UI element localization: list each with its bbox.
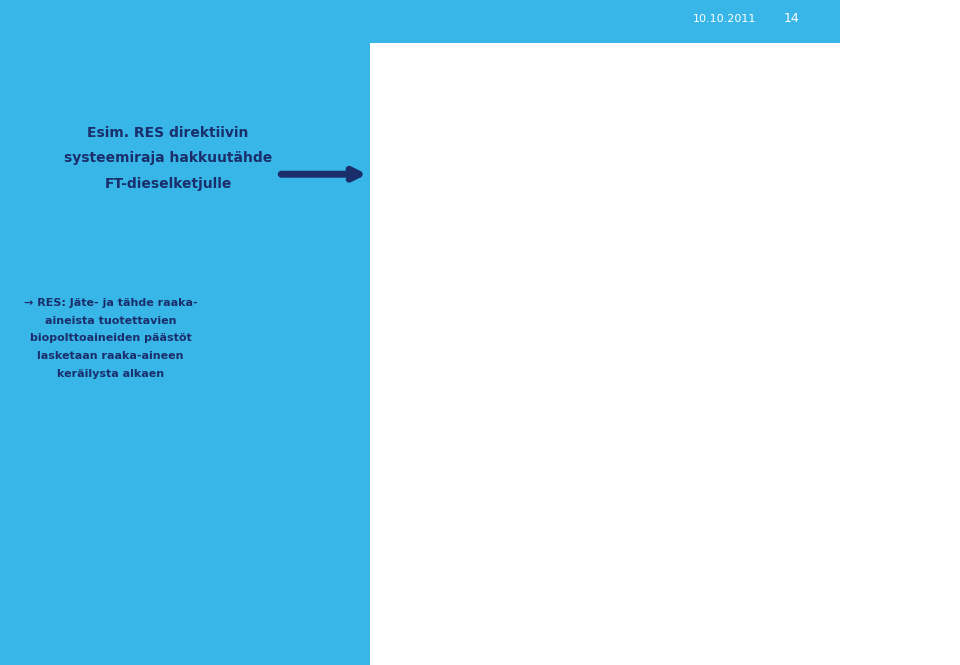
Text: Energy allocation: Energy allocation	[463, 648, 523, 655]
FancyBboxPatch shape	[437, 88, 512, 115]
Text: Electricity: Electricity	[523, 408, 556, 414]
FancyBboxPatch shape	[553, 493, 616, 521]
Text: keräilysta alkaen: keräilysta alkaen	[57, 369, 164, 380]
Text: Auxiliary
energy: Auxiliary energy	[509, 502, 536, 513]
Text: ╱: ╱	[884, 7, 896, 30]
FancyBboxPatch shape	[437, 307, 512, 334]
FancyBboxPatch shape	[628, 610, 741, 642]
Circle shape	[445, 648, 457, 656]
Text: Emission
-use of auxiliary energy: Emission -use of auxiliary energy	[789, 563, 859, 574]
Text: Emission of
construction: Emission of construction	[454, 315, 494, 326]
FancyBboxPatch shape	[437, 398, 512, 425]
Text: Emission of
production: Emission of production	[456, 406, 492, 416]
Text: aineista tuotettavien: aineista tuotettavien	[45, 315, 176, 326]
Text: Loggings and thinnings of
forest: Loggings and thinnings of forest	[613, 152, 704, 165]
FancyBboxPatch shape	[437, 215, 512, 243]
Text: Emission of
production: Emission of production	[456, 224, 492, 235]
Text: Transport
equipment: Transport equipment	[522, 267, 557, 278]
FancyBboxPatch shape	[637, 489, 760, 525]
Text: Use of FT-diesel: Use of FT-diesel	[655, 622, 714, 631]
Text: Emission of
production: Emission of production	[446, 502, 483, 513]
Text: Chemicals
etc.: Chemicals etc.	[522, 360, 557, 374]
Text: Transport and storage of
forest residuns: Transport and storage of forest residuns	[619, 289, 706, 303]
Text: FT-dieselketjulle: FT-dieselketjulle	[105, 176, 231, 191]
Text: 14: 14	[784, 12, 800, 25]
FancyBboxPatch shape	[491, 493, 554, 521]
Circle shape	[656, 410, 669, 419]
FancyBboxPatch shape	[437, 144, 512, 172]
FancyBboxPatch shape	[492, 46, 576, 74]
Text: Fertilisers,
pesticides: Fertilisers, pesticides	[521, 95, 558, 108]
Text: lasketaan raaka-aineen: lasketaan raaka-aineen	[37, 351, 183, 362]
Text: Emission of
production: Emission of production	[456, 267, 492, 278]
Text: Emission of
production: Emission of production	[456, 96, 492, 107]
FancyBboxPatch shape	[502, 84, 577, 119]
Text: Infra-
structure: Infra- structure	[545, 563, 574, 574]
Text: Emission
-use of chemicals: Emission -use of chemicals	[789, 362, 841, 372]
Text: Emission of
production: Emission of production	[456, 362, 492, 372]
Text: Emission
-use of auxiliary energy: Emission -use of auxiliary energy	[789, 502, 859, 513]
Text: Land area: Land area	[515, 55, 553, 65]
Text: Distribution of
FT-diesel: Distribution of FT-diesel	[660, 562, 709, 575]
Text: systeemiraja hakkuutähde: systeemiraja hakkuutähde	[64, 151, 272, 166]
FancyBboxPatch shape	[507, 259, 572, 286]
FancyBboxPatch shape	[437, 259, 512, 286]
FancyBboxPatch shape	[507, 307, 572, 334]
FancyBboxPatch shape	[598, 349, 727, 385]
FancyBboxPatch shape	[599, 81, 718, 122]
Text: VTT: VTT	[897, 12, 933, 31]
Text: System boundary
according to RED: System boundary according to RED	[821, 153, 876, 164]
Text: Auxiliary
energy: Auxiliary energy	[526, 153, 553, 164]
Text: Emission of
production: Emission of production	[456, 153, 492, 164]
Text: Transport
equipment: Transport equipment	[567, 502, 602, 513]
Text: Collection of forest residues: Collection of forest residues	[613, 226, 711, 233]
FancyBboxPatch shape	[527, 555, 592, 583]
Text: Emission
-use of auxiliary energy: Emission -use of auxiliary energy	[789, 224, 859, 235]
Text: Transport and storage of
FT-diesel: Transport and storage of FT-diesel	[656, 501, 742, 514]
Text: Emission: Emission	[789, 624, 815, 629]
FancyBboxPatch shape	[437, 354, 512, 380]
Text: Emission
-use of auxiliary energy: Emission -use of auxiliary energy	[789, 291, 859, 301]
FancyBboxPatch shape	[437, 555, 512, 583]
Text: Heat: Heat	[771, 450, 790, 459]
Text: Infra-
structure: Infra- structure	[525, 315, 554, 326]
Text: biopolttoaineiden päästöt: biopolttoaineiden päästöt	[30, 333, 191, 344]
Text: Growing of forest: Growing of forest	[625, 97, 692, 106]
FancyBboxPatch shape	[505, 398, 573, 425]
FancyBboxPatch shape	[628, 551, 741, 587]
Text: FT-diesel: FT-diesel	[635, 450, 667, 459]
Text: Emission
-material losses
during storage: Emission -material losses during storage	[789, 306, 836, 322]
FancyBboxPatch shape	[733, 430, 828, 478]
FancyBboxPatch shape	[804, 143, 894, 174]
FancyBboxPatch shape	[507, 144, 572, 172]
Text: 10.10.2011: 10.10.2011	[693, 13, 756, 24]
Text: Emission of
construction: Emission of construction	[454, 563, 494, 574]
FancyBboxPatch shape	[427, 493, 502, 521]
Text: Machinery: Machinery	[522, 226, 557, 233]
FancyBboxPatch shape	[507, 354, 572, 380]
FancyBboxPatch shape	[598, 278, 727, 314]
FancyBboxPatch shape	[594, 430, 708, 478]
Text: Emission:
-use of auxiliary energy
-use of fertilisers & pesticides
-direct land: Emission: -use of auxiliary energy -use …	[789, 70, 877, 96]
FancyBboxPatch shape	[599, 140, 718, 176]
Text: Esim. RES direktiivin: Esim. RES direktiivin	[87, 126, 249, 140]
FancyBboxPatch shape	[597, 212, 728, 247]
FancyBboxPatch shape	[507, 215, 572, 243]
Text: FT-diesel  processing: FT-diesel processing	[623, 362, 702, 372]
Text: → RES: Jäte- ja tähde raaka-: → RES: Jäte- ja tähde raaka-	[24, 297, 197, 308]
